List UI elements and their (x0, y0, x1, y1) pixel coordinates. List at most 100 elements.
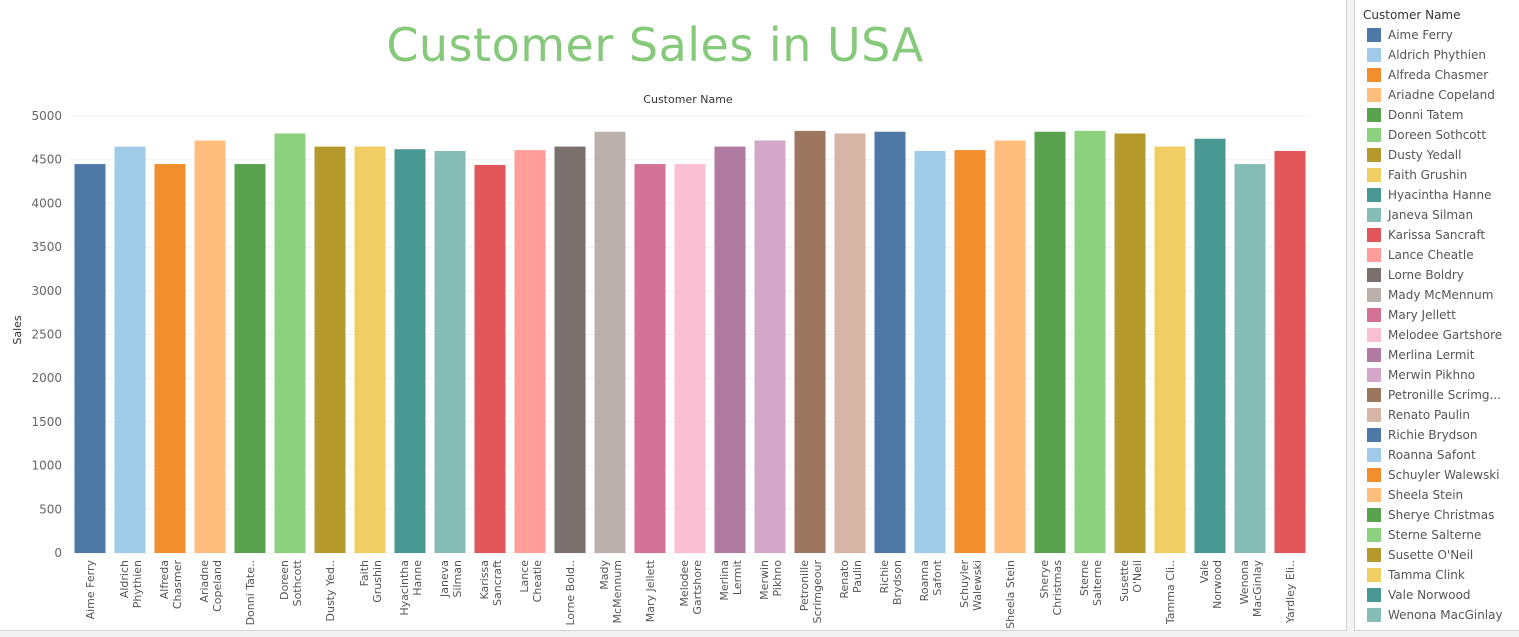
legend-item[interactable]: Wenona MacGinlay (1367, 605, 1503, 625)
legend-label: Roanna Safont (1388, 448, 1476, 462)
bar (194, 140, 226, 554)
legend-item[interactable]: Aime Ferry (1367, 25, 1453, 45)
bar (474, 164, 506, 553)
legend-item[interactable]: Hyacintha Hanne (1367, 185, 1491, 205)
legend-item[interactable]: Dusty Yedall (1367, 145, 1461, 165)
bar (314, 146, 346, 553)
chart-title: Customer Sales in USA (386, 18, 924, 72)
legend-swatch (1367, 228, 1381, 242)
legend-label: Aldrich Phythien (1388, 48, 1487, 62)
x-tick-label: KarissaSancraft (478, 559, 504, 606)
legend-item[interactable]: Janeva Silman (1367, 205, 1473, 225)
legend-item[interactable]: Vale Norwood (1367, 585, 1471, 605)
legend-item[interactable]: Mary Jellett (1367, 305, 1456, 325)
bar (954, 150, 986, 553)
bar (674, 164, 706, 553)
x-axis-title: Customer Name (643, 93, 733, 106)
x-tick-label: SterneSalterne (1078, 560, 1104, 606)
bar (114, 146, 146, 553)
x-tick-label: Tamma Cli.. (1164, 560, 1177, 625)
legend-item[interactable]: Ariadne Copeland (1367, 85, 1495, 105)
legend-item[interactable]: Lance Cheatle (1367, 245, 1474, 265)
legend-label: Hyacintha Hanne (1388, 188, 1492, 202)
legend-label: Aime Ferry (1388, 28, 1453, 42)
legend-item[interactable]: Susette O'Neil (1367, 545, 1473, 565)
legend-item[interactable]: Alfreda Chasmer (1367, 65, 1488, 85)
legend-item[interactable]: Schuyler Walewski (1367, 465, 1500, 485)
legend-label: Schuyler Walewski (1388, 468, 1500, 482)
legend-swatch (1367, 368, 1381, 382)
bar (994, 140, 1026, 554)
bar (714, 146, 746, 553)
legend-swatch (1367, 188, 1381, 202)
x-tick-label: Sheela Stein (1004, 560, 1017, 629)
y-tick-label: 5000 (31, 109, 62, 123)
legend-label: Lance Cheatle (1388, 248, 1474, 262)
bar (234, 164, 266, 553)
legend-label: Mary Jellett (1388, 308, 1456, 322)
x-tick-label: JanevaSilman (438, 560, 464, 598)
legend-item[interactable]: Aldrich Phythien (1367, 45, 1486, 65)
bar (154, 164, 186, 553)
y-tick-label: 0 (54, 546, 62, 560)
bar (74, 164, 106, 553)
x-tick-label: AldrichPhythien (118, 560, 144, 608)
y-tick-label: 4000 (31, 196, 62, 210)
x-tick-label: Aime Ferry (84, 560, 97, 620)
legend-swatch (1367, 88, 1381, 102)
legend-swatch (1367, 488, 1381, 502)
legend-item[interactable]: Petronille Scrimg... (1367, 385, 1501, 405)
legend-swatch (1367, 568, 1381, 582)
legend-item[interactable]: Melodee Gartshore (1367, 325, 1502, 345)
legend-swatch (1367, 308, 1381, 322)
x-tick-label: Lorne Bold.. (564, 560, 577, 626)
bar (354, 146, 386, 553)
legend-swatch (1367, 348, 1381, 362)
legend-panel[interactable]: Customer Name Aime Ferry Aldrich Phythien… (1354, 0, 1519, 631)
y-tick-label: 2000 (31, 371, 62, 385)
x-tick-label: ValeNorwood (1198, 560, 1224, 609)
bar (874, 131, 906, 553)
legend-item[interactable]: Doreen Sothcott (1367, 125, 1486, 145)
legend-item[interactable]: Merlina Lermit (1367, 345, 1474, 365)
legend-item[interactable]: Lorne Boldry (1367, 265, 1464, 285)
legend-item[interactable]: Sterne Salterne (1367, 525, 1481, 545)
legend-label: Karissa Sancraft (1388, 228, 1486, 242)
legend-swatch (1367, 608, 1381, 622)
bar (1074, 130, 1106, 553)
legend-label: Dusty Yedall (1388, 148, 1462, 162)
y-tick-label: 3000 (31, 284, 62, 298)
x-tick-label: MerwinPikhno (758, 560, 784, 600)
bar (514, 150, 546, 553)
legend-item[interactable]: Merwin Pikhno (1367, 365, 1475, 385)
legend-label: Merwin Pikhno (1388, 368, 1476, 382)
legend-item[interactable]: Sherye Christmas (1367, 505, 1494, 525)
legend-item[interactable]: Tamma Clink (1367, 565, 1465, 585)
legend-label: Janeva Silman (1388, 208, 1474, 222)
legend-swatch (1367, 468, 1381, 482)
bar (1234, 164, 1266, 553)
bar (434, 150, 466, 553)
legend-item[interactable]: Mady McMennum (1367, 285, 1493, 305)
legend-item[interactable]: Karissa Sancraft (1367, 225, 1485, 245)
bar (394, 149, 426, 553)
legend-item[interactable]: Donni Tatem (1367, 105, 1463, 125)
bar (914, 150, 946, 553)
legend-item[interactable]: Richie Brydson (1367, 425, 1478, 445)
legend-item[interactable]: Renato Paulin (1367, 405, 1470, 425)
x-tick-label: SheryeChristmas (1038, 560, 1064, 616)
legend-swatch (1367, 68, 1381, 82)
y-tick-label: 500 (39, 502, 62, 516)
legend-label: Renato Paulin (1388, 408, 1470, 422)
x-tick-label: HyacinthaHanne (398, 560, 424, 616)
legend-label: Wenona MacGinlay (1388, 608, 1503, 622)
legend-swatch (1367, 588, 1381, 602)
legend-swatch (1367, 428, 1381, 442)
legend-item[interactable]: Faith Grushin (1367, 165, 1467, 185)
legend-item[interactable]: Roanna Safont (1367, 445, 1476, 465)
x-tick-label: SchuylerWalewski (958, 560, 984, 611)
legend-label: Richie Brydson (1388, 428, 1478, 442)
x-tick-label: MerlinaLermit (718, 559, 744, 600)
legend-item[interactable]: Sheela Stein (1367, 485, 1463, 505)
x-tick-label: PetronilleScrimgeour (798, 560, 824, 624)
